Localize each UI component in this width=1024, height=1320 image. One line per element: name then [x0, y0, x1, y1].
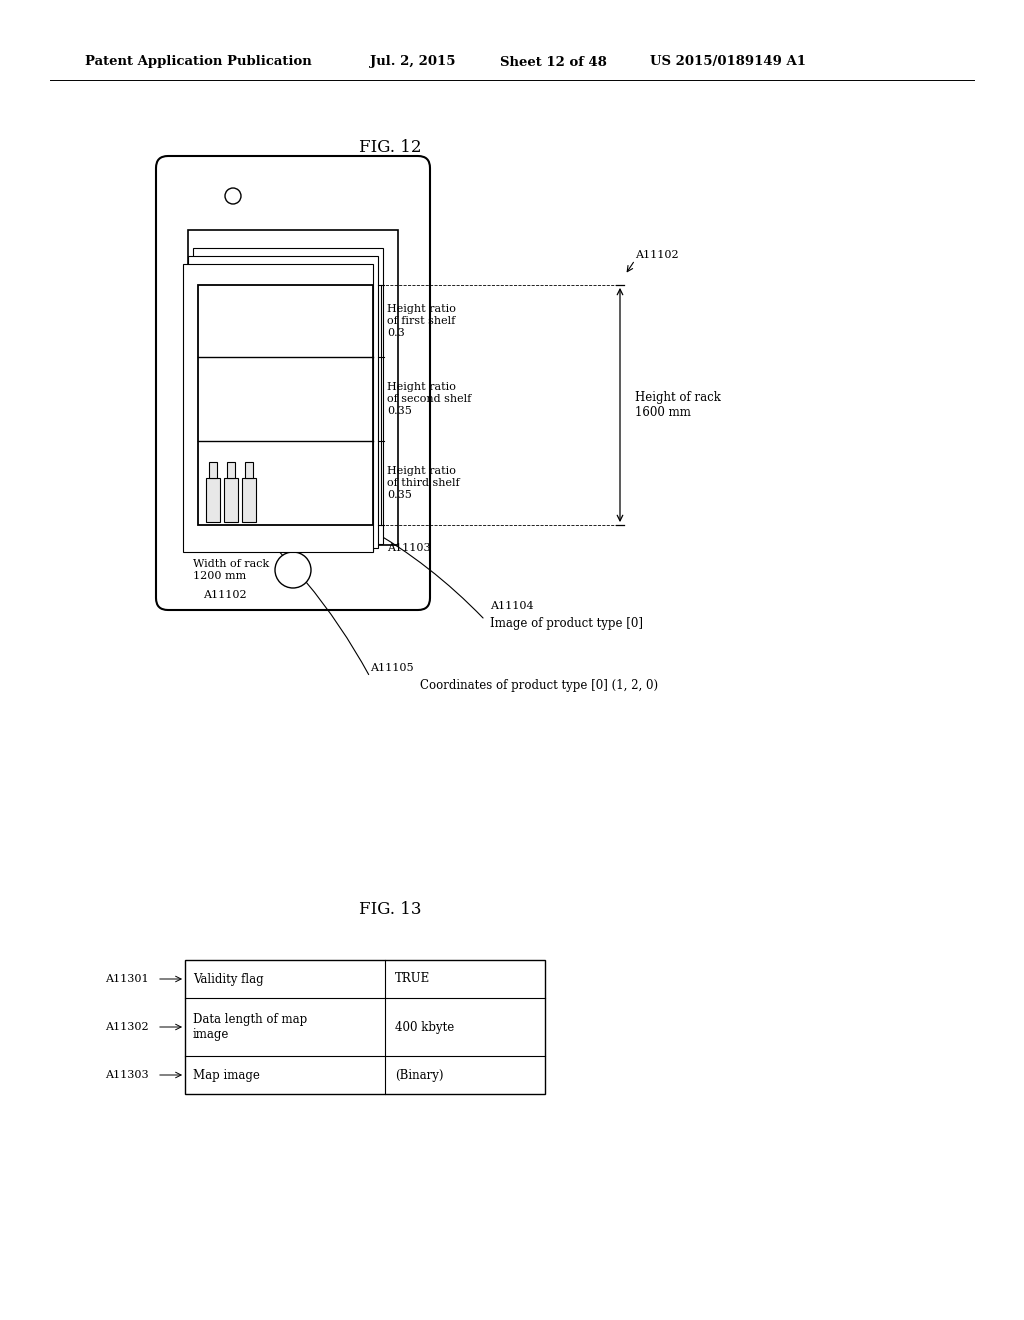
Text: FIG. 12: FIG. 12: [358, 140, 421, 157]
Text: A11105: A11105: [370, 663, 414, 673]
Text: (Binary): (Binary): [395, 1068, 443, 1081]
Text: FIG. 13: FIG. 13: [358, 902, 421, 919]
Text: Jul. 2, 2015: Jul. 2, 2015: [370, 55, 456, 69]
Text: Height of rack
1600 mm: Height of rack 1600 mm: [635, 391, 721, 418]
Bar: [185, 960, 545, 1094]
Circle shape: [225, 187, 241, 205]
Bar: [188, 256, 378, 548]
Text: A11302: A11302: [105, 1022, 148, 1032]
Text: A11301: A11301: [105, 974, 148, 983]
Bar: [188, 230, 398, 545]
Text: Height ratio
of third shelf
0.35: Height ratio of third shelf 0.35: [387, 466, 460, 499]
Bar: [183, 264, 373, 552]
Bar: [245, 462, 253, 478]
Text: A11102: A11102: [635, 249, 679, 260]
Bar: [227, 462, 234, 478]
Text: Image of product type [0]: Image of product type [0]: [490, 618, 643, 631]
Text: Map image: Map image: [193, 1068, 260, 1081]
Text: A11102: A11102: [203, 590, 247, 601]
Circle shape: [275, 552, 311, 587]
Bar: [209, 462, 217, 478]
Text: A11104: A11104: [490, 601, 534, 611]
Bar: [224, 478, 238, 521]
Text: Height ratio
of first shelf
0.3: Height ratio of first shelf 0.3: [387, 305, 456, 338]
Text: Data length of map
image: Data length of map image: [193, 1012, 307, 1041]
FancyBboxPatch shape: [156, 156, 430, 610]
Text: Validity flag: Validity flag: [193, 973, 263, 986]
Text: Height ratio
of second shelf
0.35: Height ratio of second shelf 0.35: [387, 383, 471, 416]
Bar: [198, 285, 373, 525]
Bar: [242, 478, 256, 521]
Text: A11103: A11103: [387, 543, 431, 553]
Bar: [206, 478, 220, 521]
Text: Sheet 12 of 48: Sheet 12 of 48: [500, 55, 607, 69]
Text: A11303: A11303: [105, 1071, 148, 1080]
Text: Width of rack
1200 mm: Width of rack 1200 mm: [193, 558, 269, 581]
Bar: [193, 248, 383, 544]
Text: Patent Application Publication: Patent Application Publication: [85, 55, 311, 69]
Text: Coordinates of product type [0] (1, 2, 0): Coordinates of product type [0] (1, 2, 0…: [420, 678, 658, 692]
Text: 400 kbyte: 400 kbyte: [395, 1020, 455, 1034]
Text: US 2015/0189149 A1: US 2015/0189149 A1: [650, 55, 806, 69]
Text: TRUE: TRUE: [395, 973, 430, 986]
